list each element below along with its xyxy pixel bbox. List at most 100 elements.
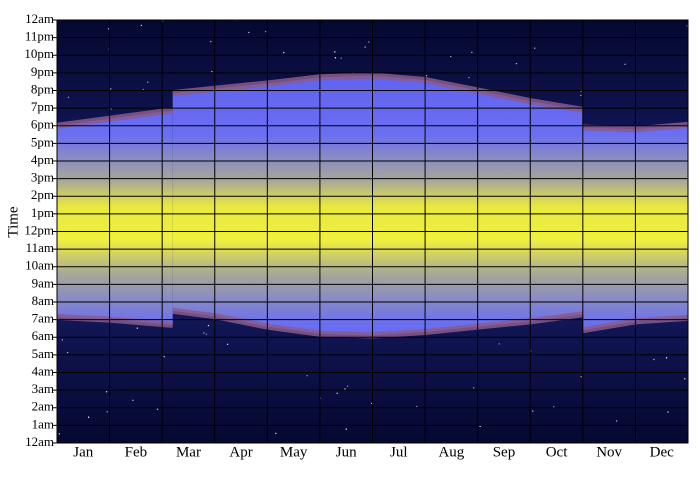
star	[334, 51, 336, 53]
y-tick-label: 12am	[25, 11, 54, 26]
x-tick-label: Oct	[546, 444, 568, 460]
star	[58, 433, 61, 435]
star	[344, 388, 346, 390]
x-tick-label: Jun	[336, 444, 357, 460]
star	[624, 63, 626, 66]
star	[479, 425, 481, 428]
y-tick-label: 1am	[32, 416, 54, 431]
x-tick-label: Apr	[229, 444, 252, 460]
y-tick-label: 3am	[32, 381, 54, 396]
star	[346, 385, 349, 387]
star	[275, 432, 277, 435]
star	[580, 94, 582, 97]
star	[156, 408, 159, 410]
star	[211, 70, 213, 73]
y-tick-label: 5am	[32, 346, 54, 361]
star	[306, 375, 308, 377]
star	[107, 28, 110, 30]
star	[471, 51, 473, 54]
y-tick-label: 6pm	[31, 117, 54, 132]
x-tick-label: Jan	[73, 444, 93, 460]
star	[368, 41, 370, 43]
star	[106, 411, 108, 413]
y-tick-label: 11am	[26, 240, 54, 255]
y-tick-label: 9am	[32, 275, 54, 290]
y-tick-label: 3pm	[31, 170, 54, 185]
y-tick-label: 2am	[32, 399, 54, 414]
star	[665, 357, 668, 359]
star	[336, 392, 338, 394]
y-axis-title: Time	[5, 206, 21, 237]
star	[364, 46, 366, 48]
star	[345, 428, 347, 430]
daylight-area	[172, 75, 583, 336]
x-tick-label: Aug	[438, 444, 464, 460]
star	[140, 24, 143, 27]
y-tick-label: 1pm	[31, 205, 54, 220]
x-tick-label: Nov	[596, 444, 622, 460]
x-tick-label: Feb	[125, 444, 148, 460]
plot-frame	[56, 19, 689, 444]
y-tick-label: 8pm	[31, 81, 54, 96]
star	[163, 355, 165, 358]
star	[534, 47, 536, 49]
star	[686, 25, 688, 27]
star	[207, 324, 210, 327]
y-tick-label: 4am	[32, 363, 54, 378]
y-tick-label: 12pm	[24, 222, 54, 237]
star	[142, 88, 144, 91]
star	[248, 31, 250, 34]
star	[615, 420, 618, 422]
y-tick-label: 4pm	[31, 152, 54, 167]
star	[531, 410, 534, 412]
star	[425, 75, 428, 77]
x-tick-label: Dec	[650, 444, 674, 460]
star	[105, 391, 108, 393]
star	[66, 351, 69, 354]
star	[653, 358, 655, 361]
star	[283, 51, 285, 54]
star	[205, 333, 208, 336]
star	[147, 81, 149, 83]
star	[340, 57, 342, 59]
x-tick-label: Mar	[176, 444, 201, 460]
y-tick-label: 2pm	[31, 187, 54, 202]
star	[498, 343, 500, 345]
x-tick-label: May	[280, 444, 308, 460]
daylight-area	[57, 110, 173, 325]
star	[109, 88, 112, 90]
star	[264, 30, 267, 33]
star	[416, 405, 418, 408]
y-tick-label: 7pm	[31, 99, 54, 114]
star	[580, 375, 582, 378]
y-tick-label: 10pm	[24, 46, 54, 61]
star	[210, 40, 212, 43]
x-tick-label: Sep	[493, 444, 516, 460]
star	[110, 108, 113, 110]
star	[667, 411, 669, 413]
y-tick-label: 5pm	[31, 134, 54, 149]
star	[87, 416, 90, 418]
star	[67, 96, 70, 98]
y-tick-label: 12am	[25, 434, 54, 449]
star	[334, 57, 337, 59]
star	[61, 339, 64, 341]
star	[684, 378, 686, 380]
x-tick-label: Jul	[390, 444, 408, 460]
star	[472, 387, 475, 389]
star	[450, 55, 452, 58]
star	[136, 327, 138, 329]
y-tick-label: 9pm	[31, 64, 54, 79]
y-tick-label: 6am	[32, 328, 54, 343]
y-tick-label: 8am	[32, 293, 54, 308]
star	[132, 399, 134, 401]
star	[468, 76, 470, 79]
star	[226, 343, 229, 345]
star	[203, 332, 205, 334]
y-tick-label: 10am	[25, 258, 54, 273]
y-tick-label: 11pm	[25, 29, 54, 44]
star	[515, 62, 518, 65]
y-tick-label: 7am	[32, 311, 54, 326]
